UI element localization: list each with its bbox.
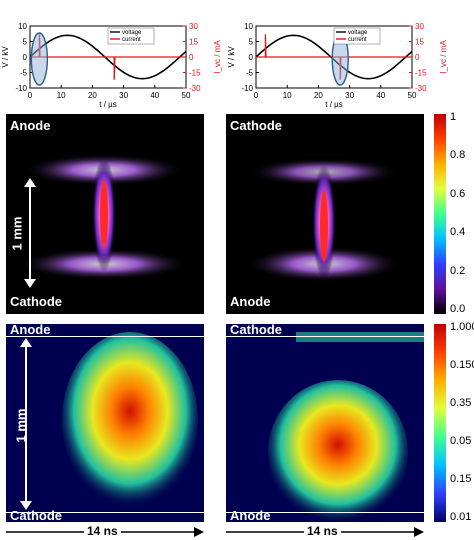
label-cathode: Cathode bbox=[10, 294, 62, 309]
y2-tick-label: -30 bbox=[415, 84, 427, 93]
legend-label-current: current bbox=[122, 37, 141, 43]
time-label-right: 14 ns bbox=[304, 524, 341, 538]
x-tick-label: 10 bbox=[283, 91, 292, 100]
y2-tick-label: -15 bbox=[415, 69, 427, 78]
scale-arrow bbox=[20, 338, 32, 510]
colorbar-tick-label: 0.15 bbox=[450, 473, 472, 485]
label-cathode: Cathode bbox=[10, 508, 62, 522]
y2-tick-label: -15 bbox=[189, 69, 201, 78]
y-tick-label: 0 bbox=[249, 53, 254, 62]
series-voltage-line bbox=[29, 34, 187, 80]
y-tick-label: 0 bbox=[23, 53, 28, 62]
x-tick-label: 40 bbox=[150, 91, 159, 100]
legend-label-voltage: voltage bbox=[122, 30, 142, 36]
scale-label: 1 mm bbox=[13, 408, 29, 443]
colorbar-tick-label: 0.35 bbox=[450, 397, 472, 409]
label-cathode: Cathode bbox=[230, 118, 282, 133]
y2-tick-label: 0 bbox=[189, 53, 194, 62]
y2-tick-label: 30 bbox=[415, 22, 424, 31]
colorbar-tick-label: 1.000 bbox=[450, 321, 474, 333]
y2-tick-label: 15 bbox=[415, 38, 424, 47]
y2-tick-label: 30 bbox=[189, 22, 198, 31]
colorbar-tick-label: 0.01 bbox=[450, 511, 472, 523]
legend-label-voltage: voltage bbox=[348, 30, 368, 36]
electrode-line-bottom bbox=[226, 512, 424, 513]
x-axis-label: t / µs bbox=[325, 100, 343, 109]
y2-tick-label: 0 bbox=[415, 53, 420, 62]
y-tick-label: -5 bbox=[20, 69, 28, 78]
plasma-glow-image bbox=[246, 158, 402, 282]
colorbar-tick-label: 0.4 bbox=[450, 226, 466, 239]
label-anode: Anode bbox=[230, 294, 271, 309]
plasma-glow-image bbox=[19, 154, 189, 280]
y-axis-label: V / kV bbox=[227, 46, 236, 68]
colorbar-tick-label: 1 bbox=[450, 111, 457, 123]
label-anode: Anode bbox=[10, 118, 51, 133]
colorbar-top bbox=[434, 114, 446, 314]
legend-label-current: current bbox=[348, 37, 367, 43]
streak-image-cathode-top: Cathode Anode bbox=[226, 324, 424, 522]
y2-axis-label: I_vc / mA bbox=[213, 40, 222, 74]
x-tick-label: 40 bbox=[376, 91, 385, 100]
streak-heatmap bbox=[226, 324, 424, 522]
label-anode: Anode bbox=[10, 324, 51, 337]
y2-axis-label: I_vc / mA bbox=[439, 40, 448, 74]
colorbar-tick-label: 0.150 bbox=[450, 359, 474, 371]
x-tick-label: 0 bbox=[28, 91, 33, 100]
x-tick-label: 20 bbox=[88, 91, 97, 100]
colorbar-tick-label: 0.05 bbox=[450, 435, 472, 447]
scale-arrow bbox=[24, 178, 36, 288]
electrode-line-bottom bbox=[6, 512, 204, 513]
x-tick-label: 20 bbox=[314, 91, 323, 100]
x-axis-label: t / µs bbox=[99, 100, 117, 109]
y-tick-label: 10 bbox=[244, 22, 253, 31]
plasma-image-anode-top: Anode Cathode 1 mm bbox=[6, 114, 204, 314]
x-tick-label: 30 bbox=[119, 91, 128, 100]
y-axis-label: V / kV bbox=[1, 46, 10, 68]
streak-image-anode-top: Anode Cathode 1 mm bbox=[6, 324, 204, 522]
y-tick-label: 5 bbox=[23, 38, 28, 47]
plasma-image-cathode-top: Cathode Anode bbox=[226, 114, 424, 314]
x-tick-label: 50 bbox=[408, 91, 417, 100]
streak-heatmap bbox=[6, 324, 204, 522]
y-tick-label: -10 bbox=[15, 84, 27, 93]
y-tick-label: -5 bbox=[246, 69, 254, 78]
highlight-circle bbox=[30, 32, 49, 86]
scale-label: 1 mm bbox=[9, 216, 25, 251]
colorbar-tick-label: 0.0 bbox=[450, 303, 466, 315]
colorbar-tick-label: 0.2 bbox=[450, 264, 466, 277]
x-tick-label: 30 bbox=[345, 91, 354, 100]
x-tick-label: 0 bbox=[254, 91, 259, 100]
y-tick-label: 5 bbox=[249, 38, 254, 47]
y2-tick-label: -30 bbox=[189, 84, 201, 93]
label-cathode: Cathode bbox=[230, 324, 282, 337]
electrode-line-top bbox=[226, 336, 424, 337]
time-label-left: 14 ns bbox=[84, 524, 121, 538]
x-tick-label: 50 bbox=[182, 91, 191, 100]
colorbar-bottom bbox=[434, 324, 446, 522]
y-tick-label: -10 bbox=[241, 84, 253, 93]
colorbar-tick-label: 0.6 bbox=[450, 187, 466, 200]
electrode-line-top bbox=[6, 336, 204, 337]
y-tick-label: 10 bbox=[18, 22, 27, 31]
x-tick-label: 10 bbox=[57, 91, 66, 100]
colorbar-tick-label: 0.8 bbox=[450, 149, 466, 162]
label-anode: Anode bbox=[230, 508, 271, 522]
y2-tick-label: 15 bbox=[189, 38, 198, 47]
